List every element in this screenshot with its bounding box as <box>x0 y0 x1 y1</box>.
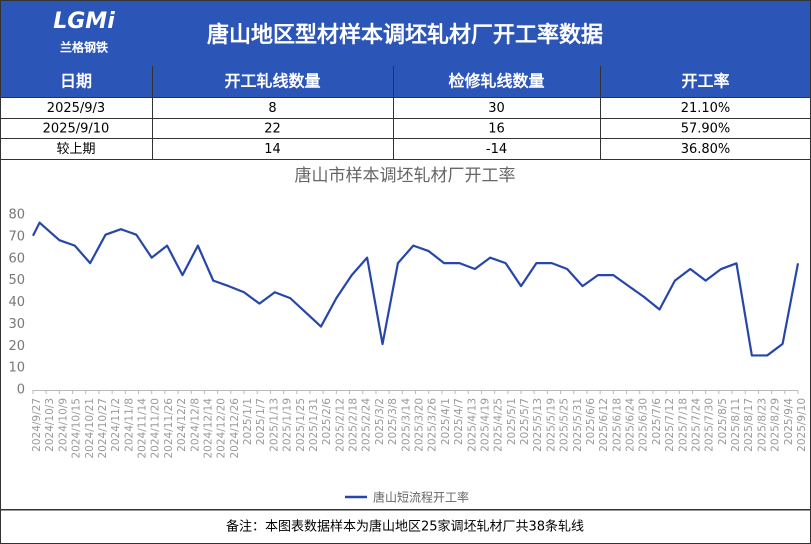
y-tick-label: 60 <box>8 251 25 266</box>
x-tick-label: 2024/11/8 <box>123 398 135 452</box>
chart-title: 唐山市样本调坯轧材厂开工率 <box>295 165 516 186</box>
x-tick-label: 2025/8/5 <box>717 398 729 445</box>
x-tick-label: 2025/5/13 <box>532 398 544 452</box>
x-tick-label: 2025/8/29 <box>770 398 782 452</box>
cell: 较上期 <box>56 142 95 157</box>
legend-label: 唐山短流程开工率 <box>373 490 469 505</box>
x-tick-label: 2024/12/8 <box>189 398 201 452</box>
x-tick-label: 2025/9/10 <box>796 398 808 452</box>
cell: 21.10% <box>681 101 731 116</box>
x-tick-label: 2025/7/6 <box>651 398 663 445</box>
cell: 22 <box>264 122 281 137</box>
column-header: 检修轧线数量 <box>448 72 544 91</box>
x-tick-label: 2025/8/17 <box>743 398 755 452</box>
x-tick-label: 2025/5/1 <box>506 398 518 445</box>
x-tick-label: 2024/11/20 <box>150 398 162 459</box>
y-tick-label: 40 <box>8 295 25 310</box>
cell: 2025/9/3 <box>47 101 105 116</box>
x-tick-label: 2025/8/11 <box>730 398 742 452</box>
x-tick-label: 2024/12/2 <box>176 398 188 452</box>
x-tick-label: 2024/12/26 <box>229 398 241 459</box>
x-tick-label: 2024/10/9 <box>57 398 69 452</box>
y-tick-label: 0 <box>17 383 25 398</box>
x-tick-label: 2025/8/23 <box>756 398 768 452</box>
logo-sub: 兰格钢铁 <box>60 40 108 55</box>
y-tick-label: 70 <box>8 229 25 244</box>
x-tick-label: 2025/5/25 <box>559 398 571 452</box>
x-tick-label: 2025/1/1 <box>242 398 254 445</box>
y-tick-label: 10 <box>8 361 25 376</box>
x-tick-label: 2025/3/20 <box>414 398 426 452</box>
x-tick-label: 2024/10/15 <box>71 398 83 459</box>
x-tick-label: 2025/6/18 <box>611 398 623 452</box>
x-tick-label: 2025/4/7 <box>453 398 465 445</box>
header-bar <box>0 0 811 66</box>
cell: 36.80% <box>681 142 731 157</box>
column-header: 日期 <box>60 72 92 91</box>
x-tick-label: 2025/1/19 <box>282 398 294 452</box>
x-tick-label: 2025/6/24 <box>625 398 637 452</box>
page-title: 唐山地区型材样本调坯轧材厂开工率数据 <box>207 22 603 48</box>
x-tick-label: 2025/4/1 <box>440 398 452 445</box>
x-tick-label: 2025/4/19 <box>479 398 491 452</box>
x-tick-label: 2025/1/25 <box>295 398 307 452</box>
x-tick-label: 2024/12/20 <box>216 398 228 459</box>
x-tick-label: 2025/7/24 <box>690 398 702 452</box>
x-tick-label: 2025/9/4 <box>783 398 795 445</box>
y-tick-label: 80 <box>8 208 25 223</box>
x-tick-label: 2024/12/14 <box>202 398 214 459</box>
x-tick-label: 2024/11/14 <box>137 398 149 459</box>
x-tick-label: 2025/6/12 <box>598 398 610 452</box>
x-tick-label: 2025/2/18 <box>348 398 360 452</box>
x-tick-label: 2025/1/31 <box>308 398 320 452</box>
x-tick-label: 2025/5/7 <box>519 398 531 445</box>
y-tick-label: 20 <box>8 339 25 354</box>
x-tick-label: 2025/3/26 <box>427 398 439 452</box>
cell: 30 <box>488 101 505 116</box>
x-tick-label: 2025/3/2 <box>374 398 386 445</box>
x-tick-label: 2025/3/14 <box>400 398 412 452</box>
x-tick-label: 2024/9/27 <box>31 398 43 452</box>
x-tick-label: 2025/4/13 <box>466 398 478 452</box>
column-header: 开工轧线数量 <box>224 72 320 91</box>
cell: 57.90% <box>681 122 731 137</box>
x-tick-label: 2025/3/8 <box>387 398 399 445</box>
x-tick-label: 2024/10/27 <box>97 398 109 459</box>
column-header: 开工率 <box>681 72 729 91</box>
cell: 14 <box>264 142 281 157</box>
y-tick-label: 50 <box>8 273 25 288</box>
x-tick-label: 2025/2/24 <box>361 398 373 452</box>
cell: -14 <box>486 142 507 157</box>
x-tick-label: 2025/2/12 <box>334 398 346 452</box>
y-tick-label: 30 <box>8 317 25 332</box>
x-tick-label: 2024/10/3 <box>44 398 56 452</box>
x-tick-label: 2024/11/26 <box>163 398 175 459</box>
table-header <box>0 66 811 97</box>
cell: 8 <box>268 101 276 116</box>
cell: 16 <box>488 122 505 137</box>
cell: 2025/9/10 <box>43 122 110 137</box>
x-tick-label: 2025/6/30 <box>638 398 650 452</box>
line-series <box>32 221 800 357</box>
footer-note: 备注：本图表数据样本为唐山地区25家调坯轧材厂共38条轧线 <box>226 519 584 535</box>
x-tick-label: 2025/1/7 <box>255 398 267 445</box>
x-tick-label: 2025/4/25 <box>493 398 505 452</box>
x-tick-label: 2025/5/19 <box>545 398 557 452</box>
x-tick-label: 2024/10/21 <box>84 398 96 459</box>
x-tick-label: 2025/6/6 <box>585 398 597 445</box>
x-tick-label: 2025/7/12 <box>664 398 676 452</box>
logo: LGMi <box>53 9 115 34</box>
x-tick-label: 2025/2/6 <box>321 398 333 445</box>
chart-frame <box>0 159 811 510</box>
x-tick-label: 2025/1/13 <box>268 398 280 452</box>
table: 日期 开工轧线数量 检修轧线数量 开工率 2025/9/3 8 30 21.10% 2025/9… <box>0 66 811 159</box>
x-tick-label: 2025/5/31 <box>572 398 584 452</box>
x-tick-label: 2025/7/30 <box>704 398 716 452</box>
x-tick-label: 2024/11/2 <box>110 398 122 452</box>
x-tick-label: 2025/7/18 <box>677 398 689 452</box>
